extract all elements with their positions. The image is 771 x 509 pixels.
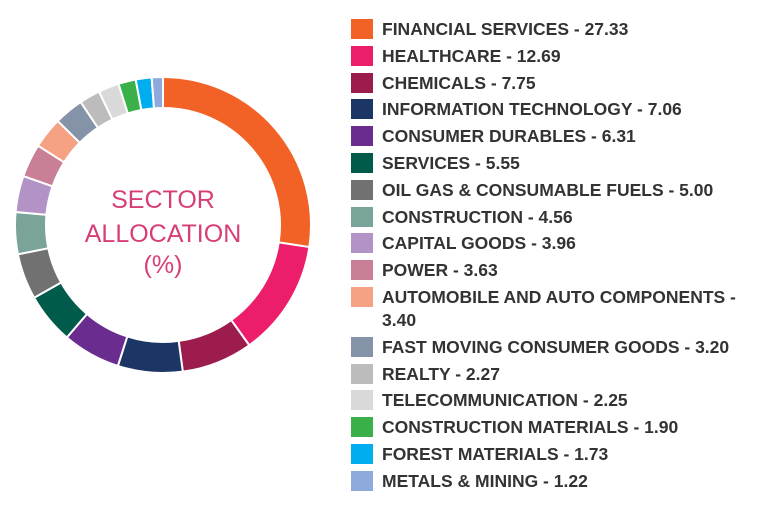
legend-item: INFORMATION TECHNOLOGY - 7.06 [351, 98, 766, 121]
legend-label: AUTOMOBILE AND AUTO COMPONENTS - 3.40 [382, 286, 736, 330]
legend-swatch [351, 260, 373, 281]
legend-label: CONSUMER DURABLES - 6.31 [382, 126, 636, 147]
slice-information-technology [116, 335, 184, 374]
legend-label: CONSTRUCTION MATERIALS - 1.90 [382, 417, 679, 438]
legend-swatch [351, 390, 373, 411]
legend-item: CONSTRUCTION - 4.56 [351, 206, 766, 229]
legend-item: CHEMICALS - 7.75 [351, 72, 766, 95]
legend-label: CHEMICALS - 7.75 [382, 72, 536, 93]
legend-label: REALTY - 2.27 [382, 363, 500, 384]
legend-swatch [351, 443, 373, 464]
legend-swatch [351, 72, 373, 93]
legend-item: TELECOMMUNICATION - 2.25 [351, 389, 766, 412]
legend-label: HEALTHCARE - 12.69 [382, 45, 561, 66]
legend-item: CONSTRUCTION MATERIALS - 1.90 [351, 416, 766, 439]
legend-swatch [351, 417, 373, 438]
legend-label: CONSTRUCTION - 4.56 [382, 206, 573, 227]
legend-swatch [351, 152, 373, 173]
legend-swatch [351, 126, 373, 147]
legend-item: METALS & MINING - 1.22 [351, 470, 766, 493]
legend-label: INFORMATION TECHNOLOGY - 7.06 [382, 99, 682, 120]
donut-slices [14, 75, 312, 374]
legend-item: POWER - 3.63 [351, 259, 766, 282]
legend-swatch [351, 286, 373, 307]
legend-label: POWER - 3.63 [382, 260, 498, 281]
legend-swatch [351, 179, 373, 200]
legend: FINANCIAL SERVICES - 27.33 HEALTHCARE - 1… [351, 18, 766, 497]
donut-chart: SECTOR ALLOCATION (%) [14, 75, 312, 374]
legend-item: FOREST MATERIALS - 1.73 [351, 443, 766, 466]
slice-construction [14, 210, 50, 256]
legend-item: SERVICES - 5.55 [351, 152, 766, 175]
center-label-line-2: ALLOCATION [85, 220, 242, 248]
legend-item: CONSUMER DURABLES - 6.31 [351, 125, 766, 148]
legend-swatch [351, 233, 373, 254]
legend-swatch [351, 45, 373, 66]
legend-item: AUTOMOBILE AND AUTO COMPONENTS - 3.40 [351, 286, 766, 332]
slice-metals-mining [150, 75, 164, 110]
legend-swatch [351, 206, 373, 227]
legend-swatch [351, 19, 373, 39]
legend-label: FOREST MATERIALS - 1.73 [382, 443, 609, 464]
slice-healthcare [229, 241, 311, 347]
legend-item: CAPITAL GOODS - 3.96 [351, 232, 766, 255]
center-label-line-1: SECTOR [111, 186, 215, 214]
legend-label: CAPITAL GOODS - 3.96 [382, 233, 576, 254]
legend-item: HEALTHCARE - 12.69 [351, 45, 766, 68]
legend-label: TELECOMMUNICATION - 2.25 [382, 390, 628, 411]
legend-item: FAST MOVING CONSUMER GOODS - 3.20 [351, 336, 766, 359]
legend-swatch [351, 336, 373, 357]
legend-label: FAST MOVING CONSUMER GOODS - 3.20 [382, 336, 730, 357]
legend-item: FINANCIAL SERVICES - 27.33 [351, 18, 766, 41]
legend-label: OIL GAS & CONSUMABLE FUELS - 5.00 [382, 179, 714, 200]
legend-label: SERVICES - 5.55 [382, 152, 520, 173]
legend-label: METALS & MINING - 1.22 [382, 470, 588, 491]
legend-swatch [351, 470, 373, 491]
center-label-line-3: (%) [144, 251, 183, 279]
legend-swatch [351, 363, 373, 384]
legend-label: FINANCIAL SERVICES - 27.33 [382, 19, 629, 39]
legend-item: REALTY - 2.27 [351, 363, 766, 386]
legend-item: OIL GAS & CONSUMABLE FUELS - 5.00 [351, 179, 766, 202]
legend-swatch [351, 99, 373, 120]
